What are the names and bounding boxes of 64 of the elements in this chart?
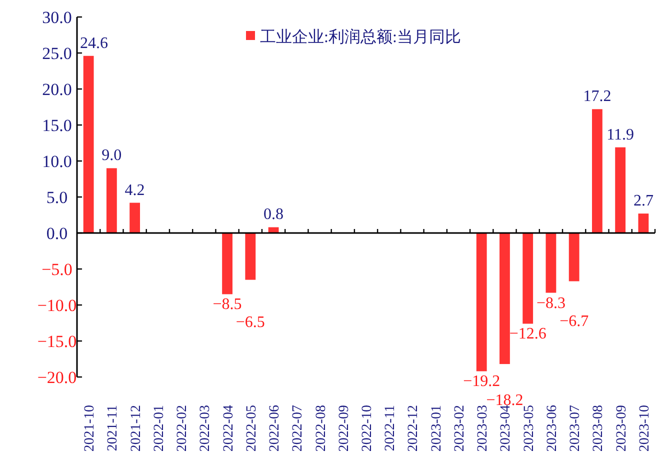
data-label: −12.6 [509,326,546,343]
bar [522,233,534,324]
x-tick-label: 2023-03 [476,405,491,452]
data-label: −8.5 [212,296,242,314]
data-label: 24.6 [80,34,108,52]
y-tick-label: −20.0 [37,368,77,387]
bar [476,233,487,372]
x-tick-label: 2023-06 [544,405,560,452]
x-tick-label: 2023-02 [452,405,468,452]
data-label: 11.9 [606,126,634,144]
bar [83,56,94,233]
data-label: 2.7 [633,192,654,210]
legend-label: 工业企业:利润总额:当月同比 [260,28,461,46]
x-tick-label: 2022-10 [360,405,375,452]
y-tick-label: 10.0 [42,152,72,171]
data-label: −8.3 [536,294,566,312]
bar [130,202,140,233]
bar [568,233,580,282]
x-tick-label: 2022-09 [336,405,352,452]
bar [222,233,232,294]
x-tick-label: 2023-10 [637,405,652,452]
bar [546,233,556,293]
data-label: 4.2 [124,182,145,199]
x-tick-label: 2023-09 [614,405,630,452]
x-tick-label: 2022-05 [244,405,260,452]
y-tick-label: −10.0 [37,296,77,315]
y-tick-label: 30.0 [42,8,72,27]
x-tick-label: 2023-01 [429,405,444,452]
bar [106,168,117,233]
x-tick-label: 2021-10 [82,405,98,452]
bar [500,233,510,364]
data-label: −19.2 [463,373,500,390]
bar [268,227,279,233]
x-tick-label: 2023-04 [498,405,514,452]
data-label: 0.8 [264,206,284,224]
bar [592,109,602,233]
y-tick-label: −5.0 [42,260,72,279]
x-tick-label: 2022-11 [383,405,398,452]
x-tick-label: 2021-12 [128,405,144,452]
x-tick-label: 2022-03 [198,405,214,452]
x-tick-label: 2022-12 [406,405,422,452]
x-tick-label: 2022-06 [268,405,283,452]
data-label: 9.0 [102,147,122,164]
data-label: 17.2 [583,88,612,106]
bar [245,233,256,280]
y-tick-label: −15.0 [37,332,77,351]
x-tick-label: 2023-07 [568,405,584,452]
y-tick-label: 0.0 [46,224,68,243]
x-tick-label: 2022-08 [314,405,329,452]
data-label: −6.5 [236,314,265,331]
y-tick-label: 25.0 [42,44,72,63]
y-tick-label: 5.0 [46,188,68,207]
y-tick-label: 15.0 [42,116,72,135]
x-tick-label: 2021-11 [106,405,121,452]
bar [638,214,649,233]
x-tick-label: 2022-04 [221,405,236,452]
x-tick-label: 2022-07 [290,405,306,452]
x-tick-label: 2023-05 [522,405,537,452]
y-tick-label: 20.0 [42,80,72,99]
data-label: −6.7 [560,313,589,330]
x-tick-label: 2023-08 [591,405,606,452]
x-tick-label: 2022-02 [175,405,190,452]
bar [615,147,626,233]
x-tick-label: 2022-01 [152,405,167,452]
